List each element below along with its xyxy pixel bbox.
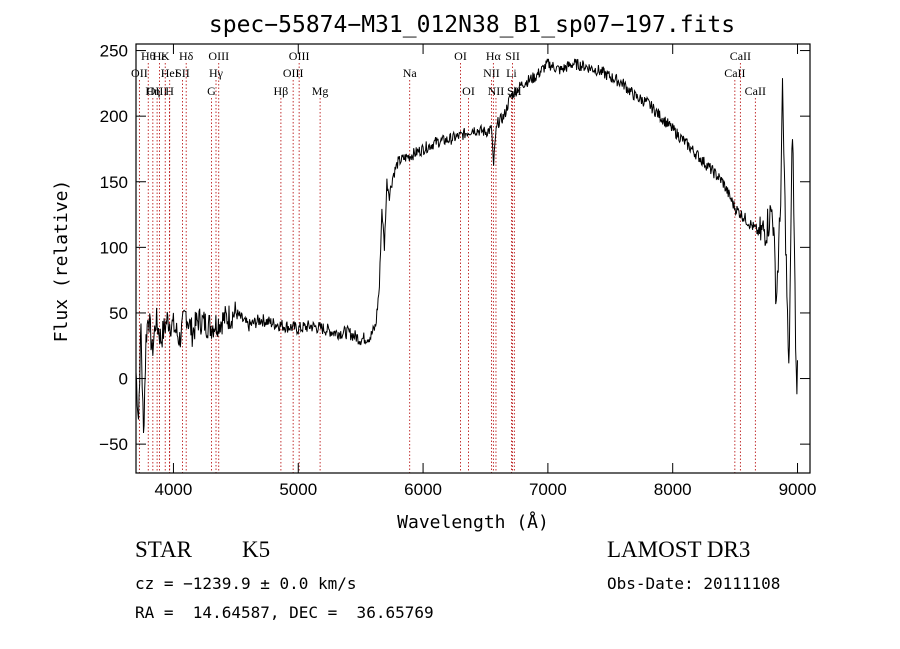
spectral-line-label: H (165, 84, 174, 98)
spectral-line-label: CaII (724, 66, 745, 80)
spectral-line-label: OIII (289, 49, 310, 63)
spectral-line-label: OII (131, 66, 148, 80)
redshift-cz: cz = −1239.9 ± 0.0 km/s (135, 574, 357, 593)
x-tick-label: 9000 (779, 480, 817, 499)
spectral-line-label: Li (506, 66, 517, 80)
axis-ticks: 4000 5000 6000 7000 8000 9000 −50 0 50 100 150 200 2… (99, 42, 816, 499)
spectral-line-label: Hη (145, 84, 160, 98)
x-tick-label: 6000 (404, 480, 442, 499)
y-tick-label: −50 (99, 435, 128, 454)
spectral-line-label: OIII (147, 84, 168, 98)
y-tick-label: 250 (100, 42, 128, 61)
object-subclass: K5 (242, 537, 271, 562)
spectral-line-label: OI (454, 49, 467, 63)
spectral-line-label: CaII (745, 84, 766, 98)
spectrum-line (135, 58, 798, 434)
observation-date: Obs-Date: 20111108 (607, 574, 781, 593)
spectral-line-label: Hε (153, 49, 167, 63)
spectral-line-label: HeI (161, 66, 179, 80)
spectral-line-label: Na (403, 66, 418, 80)
object-class: STAR (135, 537, 192, 562)
x-tick-label: 4000 (155, 480, 193, 499)
y-axis-label: Flux (relative) (51, 180, 72, 343)
y-tick-label: 150 (100, 173, 128, 192)
spectral-line-label: SII (505, 49, 520, 63)
spectral-line-label: Hα (486, 49, 502, 63)
y-tick-label: 200 (100, 107, 128, 126)
spectral-line-label: OIII (283, 66, 304, 80)
spectral-line-label: OIII (208, 49, 229, 63)
spectral-line-label: Hβ (274, 84, 289, 98)
y-tick-label: 0 (119, 370, 128, 389)
y-tick-label: 100 (100, 238, 128, 257)
spectral-line-label: Mg (312, 84, 329, 98)
spectral-line-label: Hδ (179, 49, 194, 63)
spectral-line-label: K (161, 49, 170, 63)
spectral-line-label: SII (175, 66, 190, 80)
spectral-line-label: Hθ (141, 49, 156, 63)
spectral-line-label: NII (483, 66, 500, 80)
plot-frame (135, 43, 811, 474)
y-tick-label: 50 (109, 304, 128, 323)
spectral-line-label: G (207, 84, 216, 98)
spectral-line-label: CaII (730, 49, 751, 63)
x-tick-label: 5000 (279, 480, 317, 499)
spectrum-series (135, 58, 798, 434)
survey-name: LAMOST DR3 (607, 537, 751, 562)
ra-dec-coordinates: RA = 14.64587, DEC = 36.65769 (135, 603, 434, 622)
spectral-line-label: OI (462, 84, 475, 98)
chart-title: spec−55874−M31_012N38_B1_sp07−197.fits (209, 12, 735, 38)
x-tick-label: 7000 (529, 480, 567, 499)
x-axis-label: Wavelength (Å) (397, 511, 549, 533)
x-tick-label: 8000 (654, 480, 692, 499)
spectral-line-label: NII (488, 84, 505, 98)
spectral-line-label: Hγ (209, 66, 224, 80)
